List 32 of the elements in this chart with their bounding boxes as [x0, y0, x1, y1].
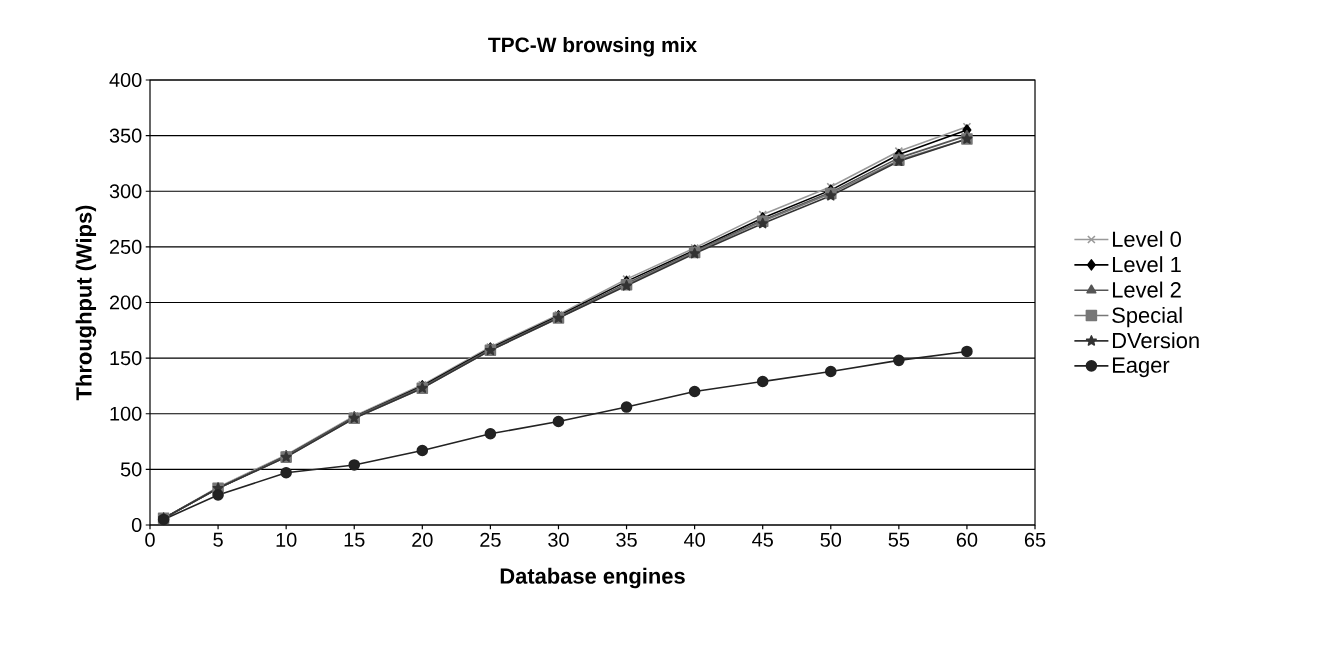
x-tick-label: 35 — [616, 532, 637, 547]
y-tick-label: 200 — [109, 295, 142, 310]
x-tick-label: 60 — [956, 532, 978, 547]
x-tick-label: 10 — [276, 532, 297, 547]
y-tick-label: 400 — [109, 72, 142, 88]
legend-label: Eager — [1112, 357, 1170, 378]
y-tick-label: 150 — [110, 351, 142, 366]
legend-label: DVersion — [1112, 332, 1199, 349]
x-tick-label: 30 — [548, 532, 569, 547]
x-tick-label: 15 — [344, 532, 365, 547]
x-tick-label: 25 — [480, 532, 501, 547]
legend-label: Special — [1112, 306, 1182, 328]
x-tick-label: 20 — [412, 532, 433, 547]
legend-label: Level 2 — [1112, 281, 1181, 298]
x-axis-title: Database engines — [500, 567, 685, 589]
legend-label: Level 1 — [1112, 256, 1181, 273]
x-tick-label: 40 — [683, 532, 705, 547]
y-tick-label: 100 — [110, 406, 142, 421]
y-tick-label: 300 — [109, 184, 142, 199]
y-tick-label: 250 — [109, 239, 142, 254]
x-tick-label: 45 — [752, 532, 773, 547]
x-tick-label: 50 — [820, 532, 842, 547]
chart-title: TPC-W browsing mix — [488, 36, 697, 57]
x-tick-label: 0 — [145, 532, 155, 547]
y-axis-title: Throughput (Wips) — [75, 205, 97, 401]
legend-label: Level 0 — [1112, 230, 1181, 247]
y-tick-label: 0 — [131, 517, 142, 533]
x-tick-label: 55 — [888, 532, 910, 547]
x-tick-label: 65 — [1024, 532, 1046, 547]
x-tick-label: 5 — [213, 532, 223, 547]
y-tick-label: 50 — [120, 462, 142, 477]
y-tick-label: 350 — [109, 128, 142, 143]
